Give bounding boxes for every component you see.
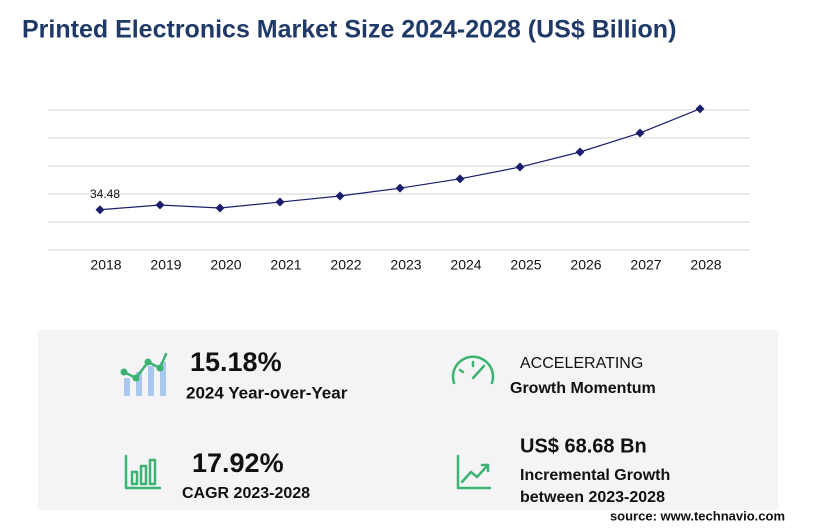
x-tick-label: 2019 [150,257,181,273]
value-label: 34.48 [90,187,120,201]
point [95,205,105,215]
source: source: www.technavio.com [610,508,785,523]
x-tick-label: 2024 [450,257,481,273]
incremental-value: US$ 68.68 Bn [520,435,647,457]
chart-title: Printed Electronics Market Size 2024-202… [22,16,676,44]
point [455,174,465,184]
cagr-icon [124,454,162,490]
momentum-value: ACCELERATING [520,355,643,372]
x-tick-label: 2018 [90,257,121,273]
cagr-label: CAGR 2023-2028 [182,485,310,502]
momentum-label: Growth Momentum [510,380,656,397]
x-tick-label: 2020 [210,257,241,273]
point [635,128,645,138]
x-tick-label: 2022 [330,257,361,273]
stats-panel [38,330,778,510]
yoy-label: 2024 Year-over-Year [186,383,348,402]
point [515,162,525,172]
x-tick-label: 2025 [510,257,541,273]
yoy-icon [120,352,168,396]
x-tick-label: 2023 [390,257,421,273]
x-tick-label: 2021 [270,257,301,273]
gauge-icon [451,355,495,385]
point [275,197,285,207]
x-tick-label: 2028 [690,257,721,273]
point [575,147,585,157]
point [395,183,405,193]
incremental-icon [456,454,492,490]
point [335,191,345,201]
incremental-label: Incremental Growth [520,467,670,484]
cagr-value: 17.92% [192,448,284,478]
line [99,108,701,211]
point [155,200,165,210]
point [215,203,225,213]
x-tick-label: 2027 [630,257,661,273]
yoy-value: 15.18% [190,347,282,377]
incremental-label-2: between 2023-2028 [520,489,665,506]
point [695,104,705,114]
x-tick-label: 2026 [570,257,601,273]
